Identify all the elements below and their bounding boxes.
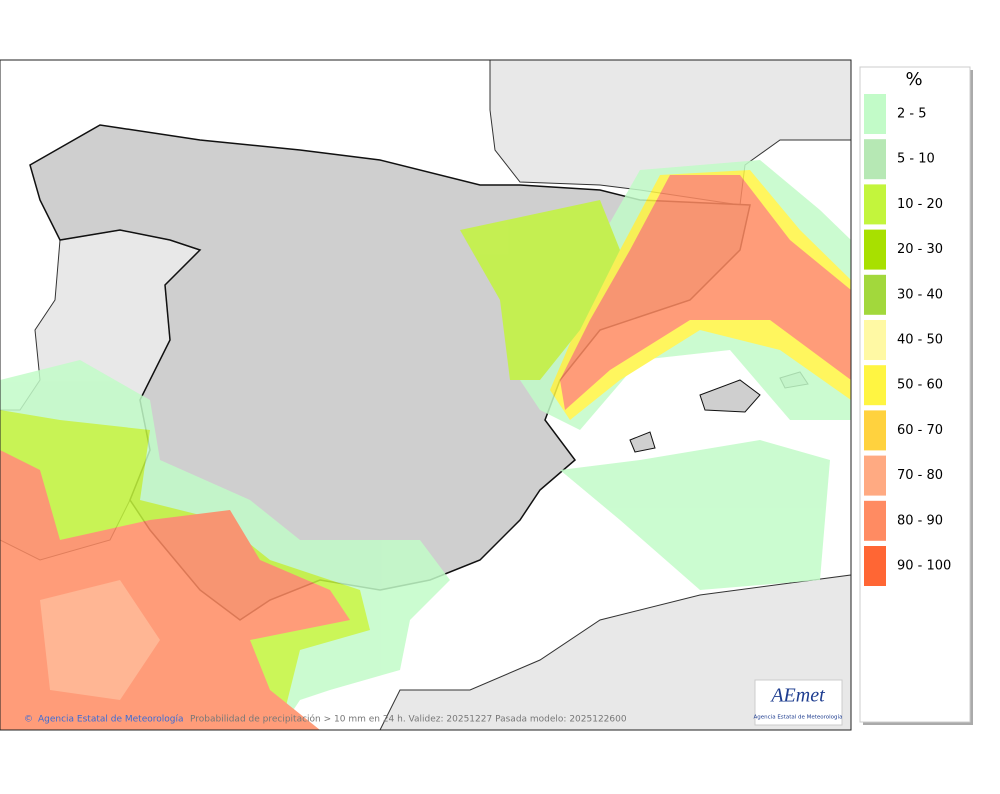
legend-swatch: [864, 229, 886, 270]
legend-label: 50 - 60: [897, 378, 943, 393]
legend-swatch: [864, 274, 886, 315]
legend-label: 2 - 5: [897, 107, 927, 122]
legend-label: 5 - 10: [897, 152, 935, 167]
logo-box: [754, 679, 843, 726]
map: © Agencia Estatal de Meteorología Probab…: [0, 59, 852, 731]
legend-swatch: [864, 410, 886, 451]
legend-label: 20 - 30: [897, 242, 943, 257]
map-frame: [0, 59, 852, 731]
legend-swatch: [864, 184, 886, 225]
caption: Probabilidad de precipitación > 10 mm en…: [190, 714, 627, 725]
legend-label: 90 - 100: [897, 559, 951, 574]
legend-label: 70 - 80: [897, 468, 943, 483]
legend-title: %: [905, 69, 922, 90]
legend-swatch: [864, 320, 886, 360]
precipitation-field: [0, 160, 851, 730]
legend-swatch: [864, 365, 886, 406]
ibiza: [629, 431, 656, 453]
legend-label: 60 - 70: [897, 423, 943, 438]
area-green-ebro: [460, 200, 620, 380]
legend: % 2 - 5 5 - 10 10 - 20 20 - 30 30 - 40 40 - 5…: [859, 66, 973, 725]
area-high-ne: [560, 175, 851, 410]
credit-icon: ©: [24, 715, 33, 725]
legend-swatch: [864, 139, 886, 180]
legend-label: 10 - 20: [897, 197, 943, 212]
legend-swatch: [864, 546, 886, 586]
legend-swatch: [864, 500, 886, 541]
legend-swatch: [864, 455, 886, 496]
area-low-se: [560, 440, 830, 590]
credit: Agencia Estatal de Meteorología: [38, 715, 184, 725]
legend-swatch: [864, 94, 886, 134]
area-orange-sw: [40, 580, 160, 700]
logo: AEmet: [769, 685, 825, 707]
legend-label: 30 - 40: [897, 287, 943, 302]
legend-label: 80 - 90: [897, 513, 943, 528]
logo-subtitle: Agencia Estatal de Meteorología: [754, 714, 843, 721]
mallorca: [699, 379, 761, 413]
legend-label: 40 - 50: [897, 333, 943, 348]
